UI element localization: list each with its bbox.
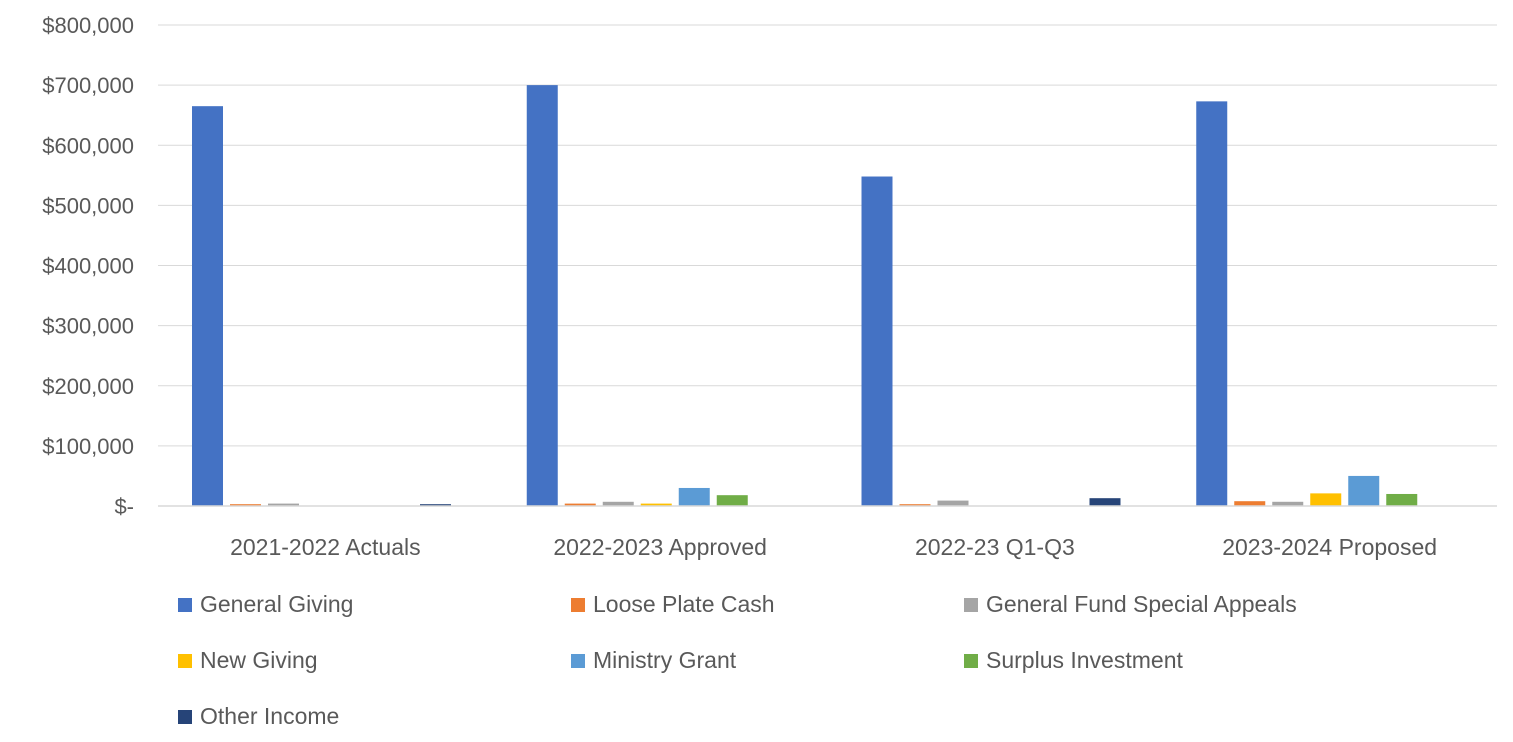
bars — [192, 85, 1418, 506]
bar-new-giving-2 — [640, 503, 672, 506]
y-tick-label: $800,000 — [42, 13, 134, 38]
bar-general-fund-special-appeals-2 — [602, 501, 634, 506]
y-tick-label: $700,000 — [42, 73, 134, 98]
bar-loose-plate-cash-2 — [564, 503, 596, 506]
y-tick-label: $200,000 — [42, 374, 134, 399]
bar-general-giving-3 — [861, 176, 893, 506]
legend-swatch — [964, 598, 978, 612]
legend-swatch — [964, 654, 978, 668]
bar-new-giving-4 — [1310, 493, 1342, 506]
bar-general-fund-special-appeals-3 — [937, 500, 969, 506]
bar-loose-plate-cash-1 — [230, 504, 261, 506]
legend-swatch — [178, 710, 192, 724]
x-tick-label: 2022-2023 Approved — [553, 534, 767, 560]
legend: General Giving Loose Plate Cash General Fu… — [178, 591, 1297, 729]
legend-label: New Giving — [200, 647, 318, 673]
legend-label: Other Income — [200, 703, 339, 729]
bar-general-giving-4 — [1196, 101, 1228, 506]
bar-surplus-investment-4 — [1386, 493, 1418, 506]
bar-loose-plate-cash-4 — [1234, 501, 1266, 506]
y-tick-label: $- — [114, 494, 134, 519]
y-axis-tick-labels: $- $100,000 $200,000 $300,000 $400,000 $500,0… — [42, 13, 134, 519]
bar-general-giving-1 — [192, 106, 223, 506]
y-tick-label: $500,000 — [42, 193, 134, 218]
x-axis-tick-labels: 2021-2022 Actuals 2022-2023 Approved 2022-… — [230, 534, 1437, 560]
legend-swatch — [178, 654, 192, 668]
legend-label: Loose Plate Cash — [593, 591, 775, 617]
bar-other-income-1 — [420, 504, 451, 506]
bar-general-fund-special-appeals-4 — [1272, 501, 1304, 506]
legend-swatch — [178, 598, 192, 612]
legend-swatch — [571, 598, 585, 612]
legend-swatch — [571, 654, 585, 668]
x-tick-label: 2021-2022 Actuals — [230, 534, 421, 560]
legend-label: General Giving — [200, 591, 353, 617]
legend-label: Ministry Grant — [593, 647, 737, 673]
x-tick-label: 2022-23 Q1-Q3 — [915, 534, 1075, 560]
y-tick-label: $600,000 — [42, 133, 134, 158]
bar-ministry-grant-2 — [678, 487, 710, 506]
y-tick-label: $300,000 — [42, 314, 134, 339]
bar-general-giving-2 — [526, 85, 558, 506]
legend-label: General Fund Special Appeals — [986, 591, 1297, 617]
x-tick-label: 2023-2024 Proposed — [1222, 534, 1437, 560]
bar-loose-plate-cash-3 — [899, 504, 931, 506]
bar-ministry-grant-4 — [1348, 475, 1380, 506]
gridlines — [158, 24, 1497, 447]
y-tick-label: $400,000 — [42, 254, 134, 279]
bar-general-fund-special-appeals-1 — [268, 503, 299, 506]
bar-other-income-3 — [1089, 498, 1121, 506]
legend-label: Surplus Investment — [986, 647, 1183, 673]
y-tick-label: $100,000 — [42, 434, 134, 459]
bar-surplus-investment-2 — [716, 495, 748, 506]
